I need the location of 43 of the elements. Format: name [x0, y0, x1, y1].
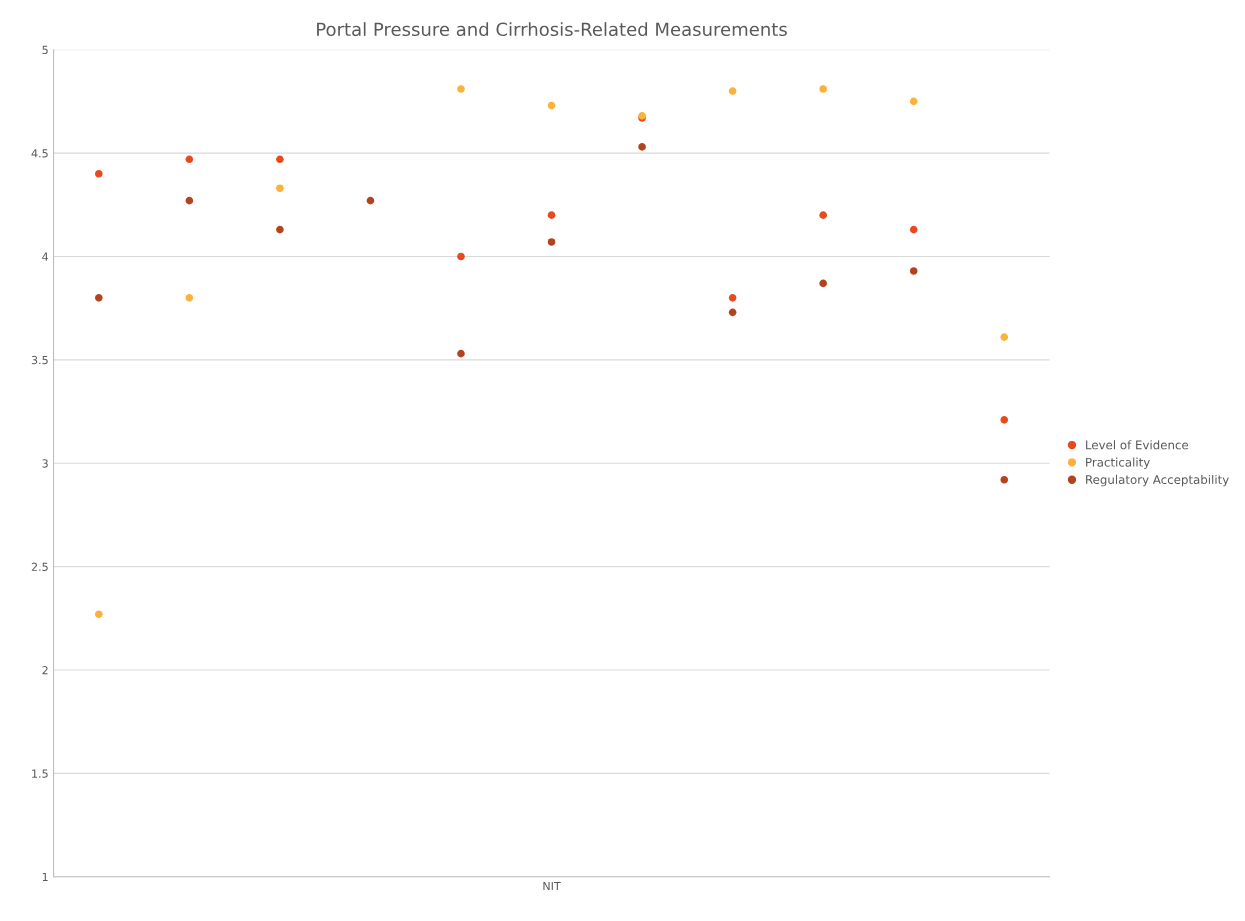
point — [547, 101, 556, 110]
point — [909, 267, 918, 275]
point — [909, 97, 918, 106]
point — [457, 349, 465, 358]
x-tick-label: NIT — [543, 882, 561, 891]
point — [185, 196, 194, 205]
y-tick-label: 1 — [42, 872, 48, 882]
y-tick-label: 5 — [42, 45, 48, 55]
point — [1000, 333, 1009, 341]
point — [276, 225, 284, 234]
point — [638, 143, 646, 151]
y-tick-label: 3 — [42, 459, 48, 468]
chart-title: Portal Pressure and Cirrhosis-Related Measurements — [317, 22, 787, 37]
point — [95, 610, 103, 619]
point — [819, 211, 827, 219]
point — [728, 308, 737, 317]
y-tick-label: 2.5 — [31, 562, 48, 572]
point — [366, 196, 375, 205]
point — [1000, 476, 1009, 484]
point — [276, 184, 284, 193]
y-tick-label: 2 — [42, 666, 48, 675]
point — [728, 87, 737, 95]
point — [547, 211, 556, 219]
point — [185, 155, 194, 164]
point — [457, 85, 465, 93]
y-tick-label: 4 — [42, 252, 49, 261]
point — [95, 169, 103, 178]
point — [276, 155, 284, 164]
legend-label: Level of Evidence — [1086, 440, 1189, 450]
point — [819, 85, 827, 93]
point — [909, 225, 918, 234]
legend-label: Practicality — [1086, 457, 1150, 469]
y-tick-label: 4.5 — [31, 149, 48, 158]
point — [95, 294, 103, 302]
point — [819, 279, 827, 288]
point — [457, 252, 465, 261]
legend-label: Regulatory Acceptability — [1086, 474, 1229, 487]
point — [728, 294, 737, 302]
point — [185, 294, 194, 302]
point — [547, 238, 556, 246]
y-tick-label: 3.5 — [31, 355, 48, 365]
point — [1000, 416, 1009, 424]
y-tick-label: 1.5 — [32, 769, 48, 778]
